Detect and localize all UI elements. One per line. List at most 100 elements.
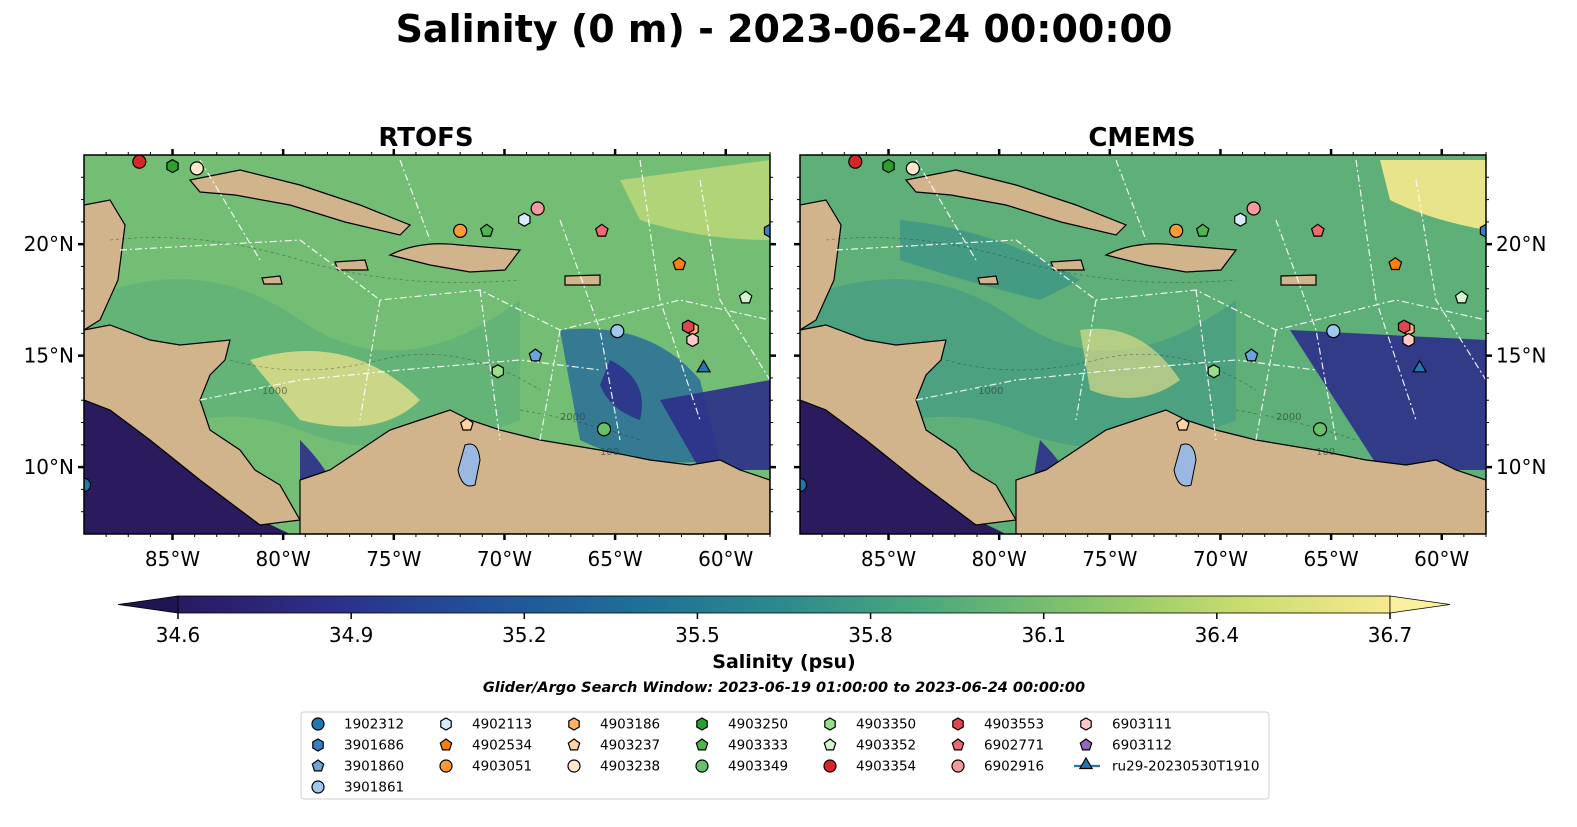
legend-entry: 3901686	[312, 738, 404, 754]
float-marker-4902534	[672, 256, 687, 271]
contour-label: 100	[600, 447, 619, 458]
legend-marker	[823, 759, 837, 773]
legend-marker	[696, 717, 708, 731]
float-marker-4903237	[459, 417, 474, 431]
colorbar-tick-label: 35.8	[848, 623, 893, 647]
legend-label: ru29-20230530T1910	[1112, 759, 1259, 775]
colorbar: 34.6 34.9 35.2 35.5 35.8 36.1 36.4 36.7	[117, 595, 1451, 647]
panel-frame-rtofs	[83, 154, 771, 535]
legend-entry: 4903333	[695, 738, 788, 754]
legend-marker	[952, 717, 964, 731]
legend-marker	[951, 759, 965, 773]
colorbar-extend-low	[117, 595, 179, 614]
legend-marker	[1078, 756, 1094, 770]
bathymetry-contours	[109, 237, 641, 441]
legend-label: 4903051	[472, 759, 532, 775]
legend-marker	[311, 780, 325, 794]
float-marker-3901861	[1326, 324, 1341, 339]
float-marker-4903352	[1454, 290, 1469, 304]
colorbar-bar	[177, 595, 1391, 614]
legend-marker	[951, 738, 965, 751]
legend-entry: 3901860	[311, 759, 404, 775]
float-marker-4903553	[1397, 319, 1411, 334]
float-marker-4902534	[1388, 256, 1403, 271]
legend-marker	[311, 759, 325, 772]
float-marker-4903350	[491, 364, 504, 379]
contour-label: 100	[1316, 447, 1335, 458]
lake	[457, 443, 481, 487]
legend-label: 4903333	[728, 738, 788, 754]
legend-label: 3901860	[344, 759, 404, 775]
contour-label: 2000	[560, 412, 585, 423]
colorbar-extend-high	[1389, 595, 1451, 614]
legend-entry: 4903237	[567, 738, 660, 754]
float-marker-4902113	[518, 212, 531, 227]
eez-boundaries	[119, 159, 770, 441]
contour-label: 1000	[262, 386, 287, 397]
legend-label: 6902771	[984, 738, 1044, 754]
float-marker-4903350	[1207, 364, 1221, 379]
lon-tick-label: 80°W	[972, 547, 1027, 571]
colorbar-tick-label: 34.9	[329, 623, 374, 647]
float-marker-4903051	[453, 223, 468, 238]
lat-tick-label: 10°N	[24, 455, 74, 479]
legend-marker	[568, 717, 580, 731]
float-marker-6903111	[1402, 332, 1415, 348]
lon-tick-label: 70°W	[477, 547, 532, 571]
legend-label: 4903349	[728, 759, 788, 775]
legend-entry: 4903186	[568, 717, 660, 733]
lon-tick-label: 75°W	[1082, 547, 1137, 571]
legend-entry: 4902534	[439, 738, 532, 754]
lon-tick-label: 80°W	[256, 547, 311, 571]
legend-label: 4903186	[600, 717, 660, 733]
float-marker-6902916	[1246, 201, 1261, 216]
float-marker-4903349	[596, 422, 612, 437]
contour-label: 2000	[1276, 412, 1301, 423]
lon-tick-label: 85°W	[145, 547, 200, 571]
legend-marker	[1080, 717, 1092, 731]
legend-marker	[440, 717, 452, 731]
legend-entry: 3901861	[311, 780, 404, 796]
land	[84, 169, 770, 534]
legend-label: 4902534	[472, 738, 532, 754]
float-marker-ru29-20230530T1910	[1412, 359, 1428, 373]
float-marker-ru29-20230530T1910	[696, 359, 712, 373]
float-marker-4903237	[1175, 417, 1190, 431]
legend-marker	[567, 738, 581, 751]
colorbar-ticks: 34.6 34.9 35.2 35.5 35.8 36.1 36.4 36.7	[156, 613, 1412, 647]
legend-label: 4903238	[600, 759, 660, 775]
legend-marker	[695, 759, 709, 773]
legend-label: 3901686	[344, 738, 404, 754]
eez-boundaries	[835, 159, 1486, 441]
float-marker-4903349	[1312, 422, 1328, 437]
legend-label: 4903350	[856, 717, 916, 733]
float-marker-6902771	[1310, 223, 1325, 237]
legend-label: 4902113	[472, 717, 532, 733]
legend-marker	[1079, 738, 1093, 751]
float-marker-3901686	[1479, 223, 1486, 238]
lon-tick-label: 65°W	[587, 547, 642, 571]
legend-label: 1902312	[344, 717, 404, 733]
float-marker-3901861	[610, 324, 625, 339]
lon-tick-label: 75°W	[366, 547, 421, 571]
legend-marker	[695, 738, 709, 751]
search-window-subtitle: Glider/Argo Search Window: 2023-06-19 01…	[483, 680, 1085, 696]
legend-marker	[439, 738, 453, 751]
land	[800, 169, 1486, 534]
panel-frame-cmems	[799, 154, 1487, 535]
map-panel-rtofs: 1000 2000 100	[84, 155, 770, 534]
lat-tick-label: 10°N	[1496, 455, 1546, 479]
float-marker-1902312	[84, 477, 92, 493]
legend-entry: 4902113	[440, 717, 532, 733]
legend-label: 6903111	[1112, 717, 1172, 733]
float-marker-4903354	[848, 155, 863, 169]
legend-entry: 6903111	[1080, 717, 1172, 733]
contour-label: 1000	[978, 386, 1003, 397]
float-marker-4903354	[132, 155, 147, 169]
float-marker-4902113	[1234, 212, 1247, 227]
legend-entry: 4903350	[824, 717, 916, 733]
lon-tick-label: 60°W	[698, 547, 753, 571]
float-marker-4903250	[166, 158, 179, 174]
lat-tick-label: 20°N	[24, 232, 74, 256]
markers-cmems	[800, 155, 1486, 493]
